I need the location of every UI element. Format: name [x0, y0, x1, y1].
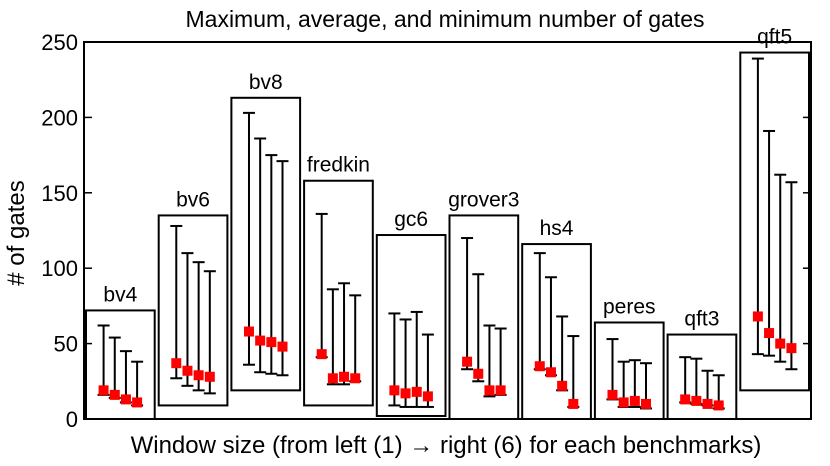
benchmark-label: gc6: [394, 208, 428, 231]
y-tick-label: 0: [66, 407, 78, 432]
average-marker: [495, 385, 506, 396]
average-marker: [182, 365, 193, 376]
average-marker: [641, 398, 652, 409]
average-marker: [98, 385, 109, 396]
benchmark-box: [303, 179, 374, 407]
average-marker: [473, 368, 484, 379]
y-tick-label: 100: [41, 256, 78, 281]
average-marker: [618, 397, 629, 408]
benchmark-box: [157, 214, 229, 407]
average-marker: [400, 388, 411, 399]
benchmark-label: qft5: [757, 26, 792, 49]
benchmark-label: bv8: [249, 71, 283, 94]
average-marker: [350, 373, 361, 384]
average-marker: [132, 397, 143, 408]
benchmark-box: [666, 333, 738, 420]
average-marker: [752, 311, 763, 322]
average-marker: [411, 386, 422, 397]
average-marker: [607, 389, 618, 400]
average-marker: [204, 371, 215, 382]
average-marker: [775, 338, 786, 349]
benchmark-group-hs4: hs4: [521, 217, 592, 420]
benchmark-box: [230, 96, 302, 392]
benchmark-box: [375, 234, 447, 417]
average-marker: [422, 391, 433, 402]
benchmark-box: [739, 51, 810, 392]
average-marker: [702, 398, 713, 409]
benchmark-group-peres: peres: [593, 295, 665, 421]
average-marker: [339, 371, 350, 382]
benchmark-group-bv8: bv8: [230, 71, 302, 392]
x-axis-label: Window size (from left (1) → right (6) f…: [131, 432, 762, 459]
average-marker: [171, 358, 182, 369]
benchmark-box: [521, 243, 592, 420]
y-tick-label: 200: [41, 105, 78, 130]
average-marker: [680, 394, 691, 405]
average-marker: [534, 361, 545, 372]
benchmark-label: hs4: [540, 217, 574, 240]
benchmark-group-bv6: bv6: [157, 188, 229, 407]
benchmark-label: qft3: [684, 308, 719, 331]
average-marker: [557, 380, 568, 391]
average-marker: [316, 349, 327, 360]
benchmark-label: grover3: [448, 188, 519, 211]
average-marker: [277, 341, 288, 352]
average-marker: [255, 335, 266, 346]
benchmark-group-qft5: qft5: [739, 26, 810, 392]
average-marker: [389, 385, 400, 396]
benchmark-group-qft3: qft3: [666, 308, 738, 420]
average-marker: [484, 385, 495, 396]
average-marker: [109, 389, 120, 400]
average-marker: [243, 326, 254, 337]
benchmark-group-fredkin: fredkin: [303, 154, 374, 407]
average-marker: [629, 395, 640, 406]
average-marker: [193, 370, 204, 381]
benchmark-label: fredkin: [307, 154, 370, 177]
y-tick-label: 150: [41, 181, 78, 206]
plot-frame: [83, 41, 812, 420]
average-marker: [764, 328, 775, 339]
benchmark-label: bv4: [103, 283, 137, 306]
benchmark-box: [448, 214, 520, 420]
benchmark-group-gc6: gc6: [375, 208, 447, 417]
average-marker: [786, 343, 797, 354]
benchmark-group-bv4: bv4: [85, 283, 156, 421]
y-tick-label: 250: [41, 30, 78, 55]
benchmark-group-grover3: grover3: [448, 188, 520, 420]
chart-title: Maximum, average, and minimum number of …: [186, 6, 705, 32]
benchmark-label: peres: [603, 295, 656, 318]
average-marker: [327, 373, 338, 384]
average-marker: [266, 337, 277, 348]
average-marker: [120, 394, 131, 405]
benchmark-label: bv6: [176, 188, 210, 211]
average-marker: [568, 398, 579, 409]
benchmark-box: [593, 321, 665, 421]
average-marker: [691, 395, 702, 406]
average-marker: [545, 367, 556, 378]
benchmark-box: [85, 309, 156, 421]
average-marker: [462, 356, 473, 367]
y-tick-label: 50: [54, 332, 78, 357]
y-axis: 0 50 100 150 200 250: [41, 30, 811, 432]
plot-area: bv4 bv6 bv8 fredkin gc6 grover3 hs4 peres qft3 qf…: [85, 26, 810, 421]
y-axis-label: # of gates: [3, 180, 30, 285]
average-marker: [713, 400, 724, 411]
